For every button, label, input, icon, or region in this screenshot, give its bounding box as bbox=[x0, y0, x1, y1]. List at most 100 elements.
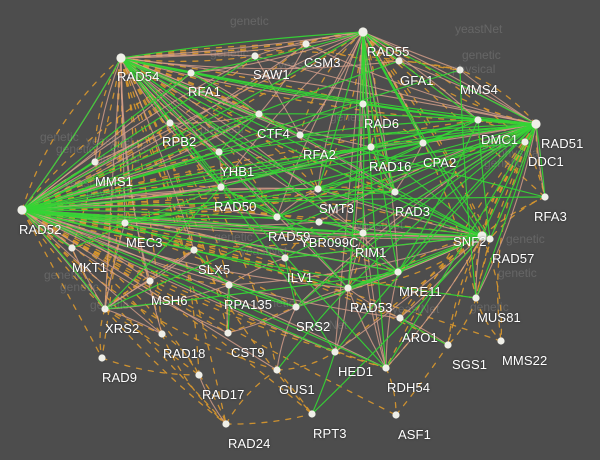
edge bbox=[276, 369, 313, 415]
node-cst9[interactable] bbox=[224, 329, 232, 337]
edge bbox=[124, 141, 526, 224]
node-rad9[interactable] bbox=[98, 354, 106, 362]
node-rad24[interactable] bbox=[222, 420, 230, 428]
edge bbox=[21, 209, 387, 369]
edge bbox=[21, 209, 106, 310]
node-gus1[interactable] bbox=[273, 366, 281, 374]
edge bbox=[120, 57, 349, 289]
edge bbox=[21, 209, 229, 334]
node-snf2[interactable] bbox=[477, 231, 487, 241]
edge bbox=[535, 123, 546, 198]
edge bbox=[120, 57, 336, 353]
edge bbox=[362, 31, 396, 193]
node-rad6[interactable] bbox=[359, 100, 367, 108]
node-mms4[interactable] bbox=[456, 66, 464, 74]
edge bbox=[362, 31, 537, 125]
node-srs2[interactable] bbox=[292, 303, 300, 311]
edge bbox=[21, 119, 479, 211]
edge bbox=[149, 249, 195, 282]
node-rdh54[interactable] bbox=[382, 364, 390, 372]
node-ilv1[interactable] bbox=[281, 254, 289, 262]
edge bbox=[347, 235, 483, 289]
edge bbox=[385, 235, 483, 369]
node-rpa135[interactable] bbox=[225, 281, 233, 289]
node-mre11[interactable] bbox=[394, 268, 402, 276]
node-xrs2[interactable] bbox=[101, 305, 109, 313]
node-rim1[interactable] bbox=[359, 229, 367, 237]
node-yhb1[interactable] bbox=[215, 148, 223, 156]
node-rad53[interactable] bbox=[344, 284, 352, 292]
edge bbox=[120, 31, 364, 59]
node-aro1[interactable] bbox=[396, 314, 404, 322]
edge bbox=[21, 209, 483, 237]
node-csm3[interactable] bbox=[302, 40, 310, 48]
edge bbox=[120, 57, 227, 425]
edge bbox=[71, 247, 106, 310]
edge bbox=[317, 31, 364, 190]
node-gfa1[interactable] bbox=[395, 57, 403, 65]
edge bbox=[284, 257, 297, 308]
edge bbox=[198, 374, 227, 425]
node-rpt3[interactable] bbox=[308, 410, 316, 418]
node-mms22[interactable] bbox=[497, 337, 505, 345]
node-dmc1[interactable] bbox=[474, 116, 482, 124]
node-mkt1[interactable] bbox=[68, 244, 76, 252]
node-sgs1[interactable] bbox=[444, 341, 452, 349]
edge bbox=[475, 297, 502, 342]
node-rad57[interactable] bbox=[486, 235, 494, 243]
node-rfa3[interactable] bbox=[541, 193, 549, 201]
edge bbox=[475, 238, 491, 299]
node-rad18[interactable] bbox=[158, 330, 166, 338]
edge bbox=[120, 57, 278, 218]
node-cpa2[interactable] bbox=[419, 139, 427, 147]
edge bbox=[120, 57, 163, 335]
node-ddc1[interactable] bbox=[521, 138, 529, 146]
node-ybr099c[interactable] bbox=[315, 218, 323, 226]
edge bbox=[397, 123, 537, 273]
node-rad59[interactable] bbox=[273, 213, 281, 221]
edge bbox=[21, 209, 477, 299]
edge bbox=[218, 123, 537, 153]
node-saw1[interactable] bbox=[251, 52, 259, 60]
node-ctf4[interactable] bbox=[255, 110, 263, 118]
node-slx5[interactable] bbox=[190, 246, 198, 254]
edge bbox=[21, 209, 349, 289]
edge bbox=[21, 209, 336, 353]
edge bbox=[276, 287, 349, 371]
edge bbox=[305, 43, 537, 125]
node-rad51[interactable] bbox=[531, 119, 541, 129]
node-mec3[interactable] bbox=[121, 219, 129, 227]
edge bbox=[362, 31, 399, 273]
edge bbox=[524, 141, 546, 198]
edge bbox=[104, 308, 227, 425]
node-rad3[interactable] bbox=[391, 188, 399, 196]
edge bbox=[334, 351, 387, 369]
node-rpb2[interactable] bbox=[166, 119, 174, 127]
node-mus81[interactable] bbox=[472, 294, 480, 302]
node-smt3[interactable] bbox=[314, 185, 322, 193]
edge bbox=[258, 43, 307, 115]
node-rfa2[interactable] bbox=[296, 131, 304, 139]
node-mms1[interactable] bbox=[91, 158, 99, 166]
edge bbox=[120, 57, 230, 286]
edge bbox=[370, 123, 537, 148]
edge bbox=[120, 57, 278, 371]
node-rad50[interactable] bbox=[217, 183, 225, 191]
node-group[interactable] bbox=[17, 27, 549, 428]
edge bbox=[535, 123, 546, 198]
node-rfa1[interactable] bbox=[187, 69, 195, 77]
edge bbox=[385, 271, 399, 369]
edge bbox=[120, 57, 399, 273]
node-rad54[interactable] bbox=[116, 53, 126, 63]
node-rad52[interactable] bbox=[17, 205, 27, 215]
node-msh6[interactable] bbox=[146, 277, 154, 285]
node-rad16[interactable] bbox=[367, 143, 375, 151]
node-hed1[interactable] bbox=[331, 348, 339, 356]
node-asf1[interactable] bbox=[392, 411, 400, 419]
node-rad17[interactable] bbox=[195, 371, 203, 379]
edge bbox=[21, 209, 103, 359]
node-rad55[interactable] bbox=[358, 27, 368, 37]
edge bbox=[395, 344, 449, 416]
